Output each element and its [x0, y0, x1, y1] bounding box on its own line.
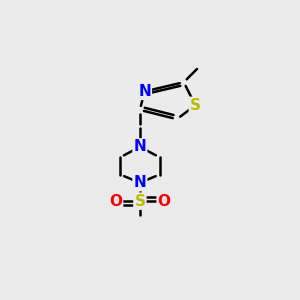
Text: N: N — [134, 175, 146, 190]
Text: N: N — [138, 84, 151, 99]
Text: S: S — [190, 98, 201, 113]
Text: N: N — [134, 140, 146, 154]
Text: S: S — [134, 194, 146, 209]
Text: O: O — [158, 194, 171, 209]
Text: O: O — [109, 194, 122, 209]
